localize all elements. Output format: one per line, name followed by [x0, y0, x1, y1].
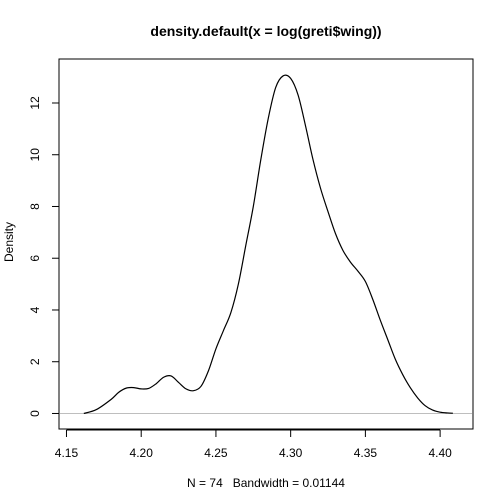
- y-axis-label: Density: [2, 222, 16, 262]
- y-tick-label: 6: [28, 255, 42, 262]
- x-tick-label: 4.20: [130, 446, 154, 460]
- x-axis-label: N = 74 Bandwidth = 0.01144: [187, 476, 345, 490]
- x-tick-label: 4.25: [204, 446, 228, 460]
- x-axis: 4.15 4.20 4.25 4.30 4.35 4.40: [55, 429, 452, 460]
- y-tick-label: 8: [28, 203, 42, 210]
- x-tick-label: 4.15: [55, 446, 79, 460]
- density-curve: [83, 74, 453, 415]
- y-tick-label: 12: [28, 96, 42, 110]
- x-tick-label: 4.35: [354, 446, 378, 460]
- y-tick-label: 2: [28, 358, 42, 365]
- y-tick-label: 10: [28, 148, 42, 162]
- plot-frame: [58, 58, 474, 430]
- x-tick-label: 4.30: [279, 446, 303, 460]
- x-tick-label: 4.40: [428, 446, 452, 460]
- y-tick-label: 4: [28, 306, 42, 313]
- y-tick-label: 0: [28, 410, 42, 417]
- chart-title: density.default(x = log(greti$wing)): [150, 23, 381, 39]
